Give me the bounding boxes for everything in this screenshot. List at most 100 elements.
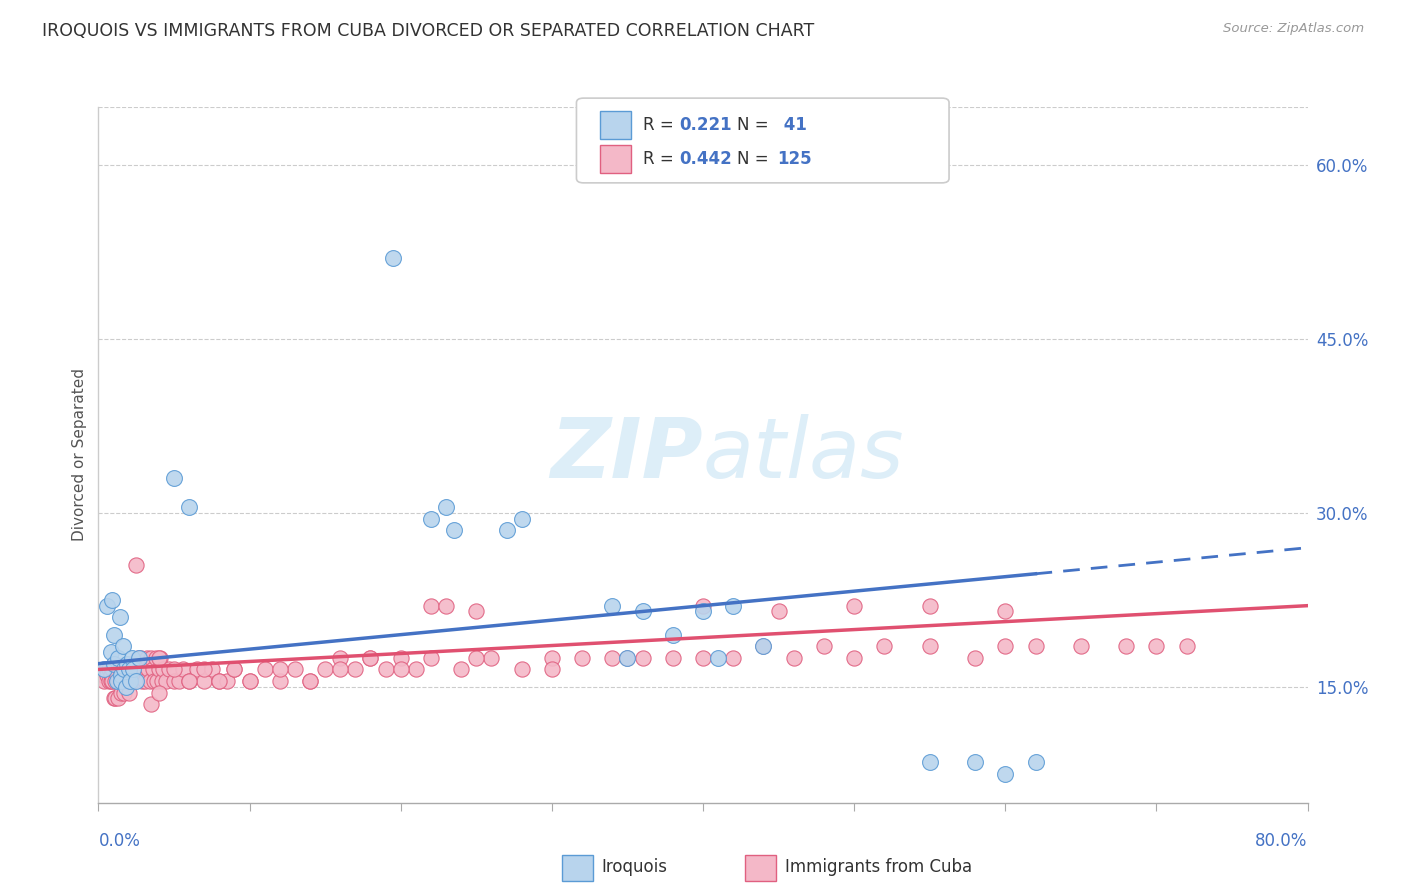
- Point: [148, 685, 170, 699]
- Point: [707, 651, 730, 665]
- Point: [122, 662, 145, 676]
- Point: [159, 662, 181, 676]
- Point: [93, 674, 115, 689]
- Point: [111, 639, 134, 653]
- Point: [149, 651, 172, 665]
- Point: [150, 674, 173, 689]
- Point: [434, 500, 457, 514]
- Point: [360, 651, 382, 665]
- Point: [314, 662, 336, 676]
- Point: [510, 511, 533, 525]
- Point: [360, 651, 382, 665]
- Point: [103, 657, 125, 671]
- Point: [844, 599, 866, 613]
- Point: [104, 691, 127, 706]
- Point: [110, 685, 132, 699]
- Point: [111, 674, 134, 689]
- Point: [768, 605, 790, 619]
- Point: [136, 662, 159, 676]
- Point: [112, 685, 135, 699]
- Point: [465, 605, 488, 619]
- Point: [152, 662, 174, 676]
- Point: [135, 651, 157, 665]
- Point: [120, 674, 142, 689]
- Point: [420, 599, 443, 613]
- Point: [193, 662, 215, 676]
- Point: [540, 662, 562, 676]
- Text: atlas: atlas: [703, 415, 904, 495]
- Point: [420, 651, 443, 665]
- Point: [148, 651, 170, 665]
- Point: [253, 662, 276, 676]
- Point: [131, 674, 153, 689]
- Point: [155, 674, 177, 689]
- Point: [163, 662, 186, 676]
- Point: [145, 651, 167, 665]
- Text: 0.0%: 0.0%: [98, 831, 141, 850]
- Point: [96, 599, 118, 613]
- Point: [918, 599, 941, 613]
- Point: [122, 674, 145, 689]
- Point: [127, 651, 149, 665]
- Text: Immigrants from Cuba: Immigrants from Cuba: [785, 858, 972, 876]
- Point: [100, 668, 122, 682]
- Point: [134, 674, 156, 689]
- Point: [179, 674, 201, 689]
- Point: [101, 662, 124, 676]
- Point: [107, 691, 129, 706]
- Point: [284, 662, 307, 676]
- Point: [125, 558, 148, 573]
- Point: [239, 674, 262, 689]
- Point: [994, 639, 1017, 653]
- Point: [510, 662, 533, 676]
- Point: [121, 662, 143, 676]
- Point: [129, 651, 152, 665]
- Point: [299, 674, 322, 689]
- Point: [602, 599, 624, 613]
- Point: [108, 610, 131, 624]
- Point: [172, 662, 194, 676]
- Point: [167, 674, 190, 689]
- Point: [616, 651, 638, 665]
- Point: [107, 651, 129, 665]
- Point: [1024, 639, 1046, 653]
- Point: [344, 662, 367, 676]
- Point: [382, 251, 405, 265]
- Point: [495, 523, 517, 537]
- Point: [752, 639, 775, 653]
- Point: [141, 651, 163, 665]
- Point: [844, 651, 866, 665]
- Point: [120, 674, 142, 689]
- Point: [994, 605, 1017, 619]
- Point: [571, 651, 593, 665]
- Text: 0.221: 0.221: [679, 116, 731, 134]
- Point: [163, 674, 186, 689]
- Point: [450, 662, 472, 676]
- Text: R =: R =: [643, 116, 679, 134]
- Point: [101, 592, 124, 607]
- Point: [631, 651, 654, 665]
- Point: [389, 651, 412, 665]
- Point: [723, 599, 745, 613]
- Text: IROQUOIS VS IMMIGRANTS FROM CUBA DIVORCED OR SEPARATED CORRELATION CHART: IROQUOIS VS IMMIGRANTS FROM CUBA DIVORCE…: [42, 22, 814, 40]
- Text: 0.442: 0.442: [679, 150, 733, 168]
- Point: [107, 674, 129, 689]
- Point: [1115, 639, 1137, 653]
- Point: [94, 662, 117, 676]
- Point: [132, 662, 155, 676]
- Point: [873, 639, 896, 653]
- Point: [224, 662, 246, 676]
- Point: [114, 680, 136, 694]
- Point: [481, 651, 503, 665]
- Point: [105, 674, 128, 689]
- Point: [405, 662, 427, 676]
- Point: [115, 674, 138, 689]
- Point: [1070, 639, 1092, 653]
- Point: [215, 674, 238, 689]
- Point: [141, 698, 163, 712]
- Point: [602, 651, 624, 665]
- Point: [813, 639, 835, 653]
- Point: [143, 674, 166, 689]
- Y-axis label: Divorced or Separated: Divorced or Separated: [72, 368, 87, 541]
- Point: [103, 691, 125, 706]
